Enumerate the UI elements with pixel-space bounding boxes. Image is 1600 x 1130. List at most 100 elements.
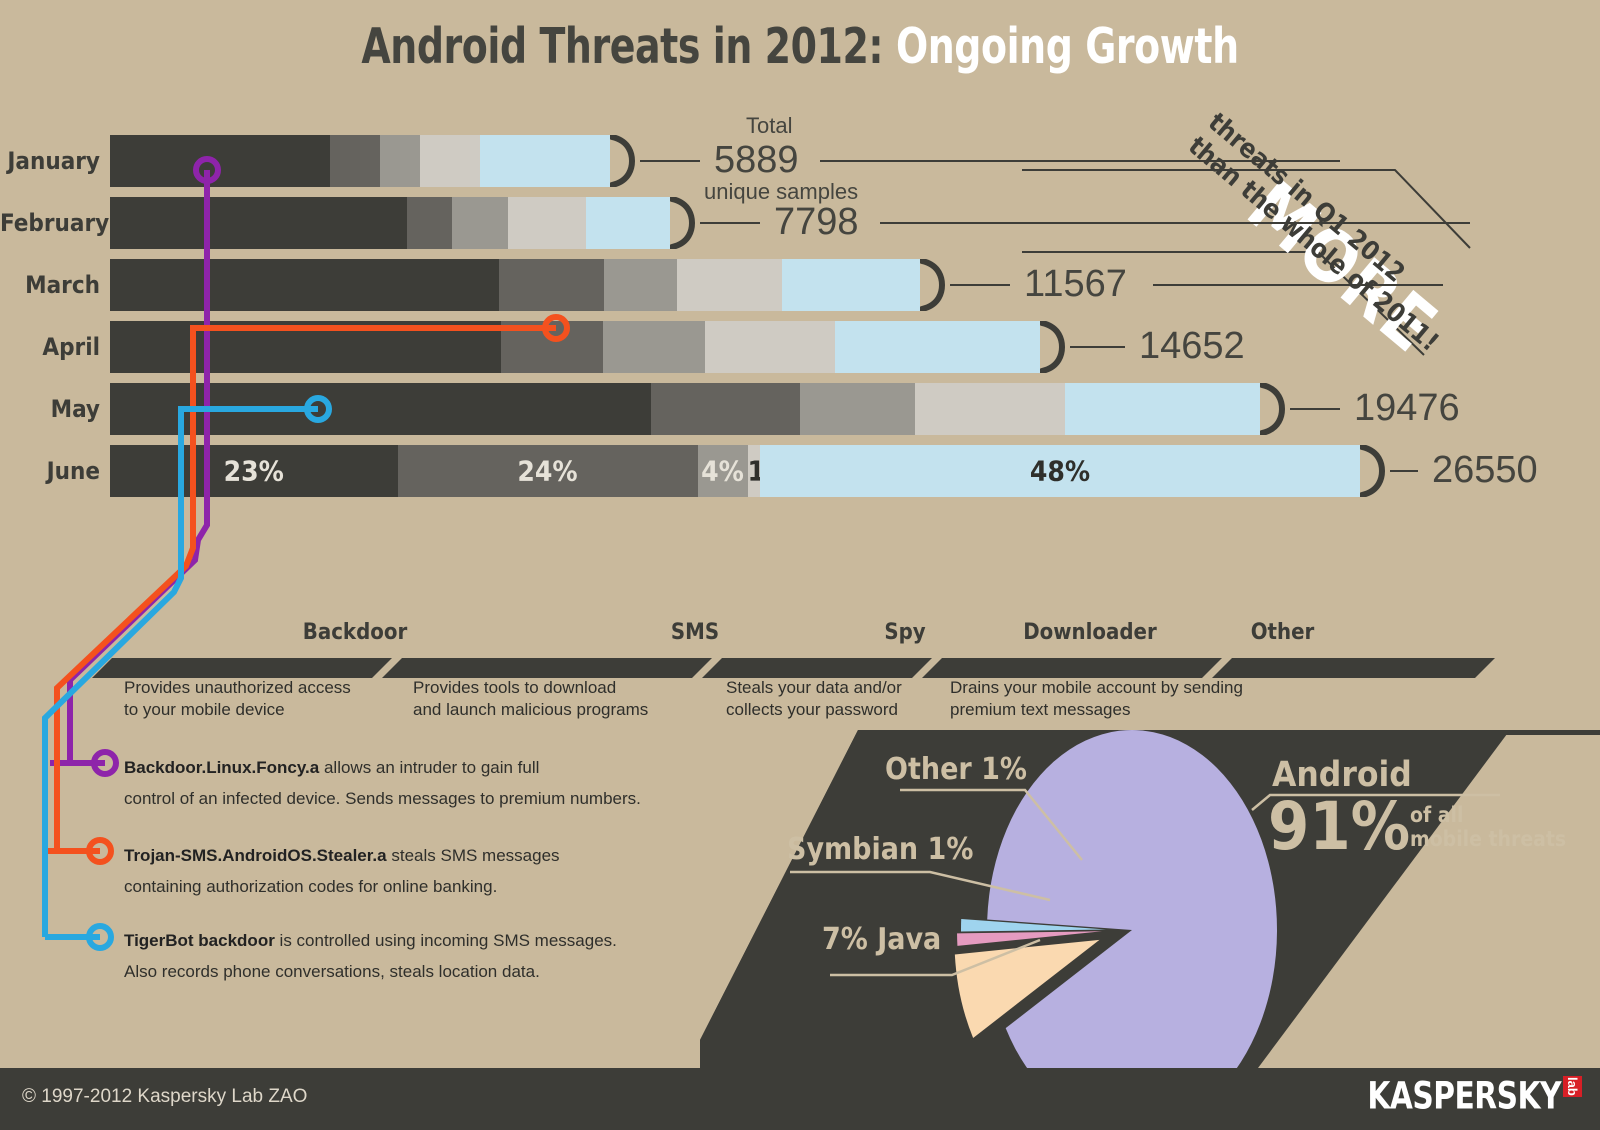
stacked-bar <box>110 383 1260 435</box>
brace-dash <box>1290 408 1340 410</box>
bar-segment-spy <box>451 197 508 249</box>
stacked-bar <box>110 135 610 187</box>
stacked-bar <box>110 197 670 249</box>
bar-segment-downloader <box>705 321 836 373</box>
pie-label-symbian: Symbian 1% <box>787 832 974 867</box>
bar-segment-backdoor <box>110 197 407 249</box>
month-label: April <box>42 333 100 361</box>
month-label: February <box>0 209 110 237</box>
bar-total-value: 19476 <box>1354 387 1460 429</box>
bar-segment-downloader <box>507 197 586 249</box>
desc-spy-line2: collects your password <box>726 699 898 719</box>
segment-percent-label: 24% <box>517 454 578 488</box>
bar-segment-spy <box>604 259 677 311</box>
bar-segment-other <box>585 197 670 249</box>
threat-name: Trojan-SMS.AndroidOS.Stealer.a <box>124 846 387 865</box>
desc-spy-line1: Steals your data and/or <box>726 678 902 697</box>
segment-percent-label: 48% <box>1029 454 1091 488</box>
threat-rest1: is controlled using incoming SMS message… <box>274 931 617 950</box>
threat-marker-stealer <box>86 837 114 865</box>
kaspersky-lab-badge: lab <box>1563 1076 1582 1097</box>
bar-segment-backdoor <box>110 383 651 435</box>
stacked-bar <box>110 321 1040 373</box>
threat-name: Backdoor.Linux.Foncy.a <box>124 758 320 777</box>
footer: © 1997-2012 Kaspersky Lab ZAO KASPERSKY l… <box>0 1068 1600 1130</box>
desc-downloader-line2: premium text messages <box>950 699 1131 719</box>
desc-sms: Provides tools to download and launch ma… <box>413 677 648 721</box>
threat-item: Trojan-SMS.AndroidOS.Stealer.a steals SM… <box>124 840 684 903</box>
bar-segment-downloader <box>915 383 1065 435</box>
threat-name: TigerBot backdoor <box>124 931 275 950</box>
total-caption-bottom: unique samples <box>704 179 859 204</box>
pie-label-java: 7% Java <box>822 922 942 957</box>
bar-segment-downloader <box>420 135 480 187</box>
stacked-bar <box>110 259 920 311</box>
callout-connector-dash <box>880 222 1470 224</box>
threat-rest2: control of an infected device. Sends mes… <box>124 789 641 809</box>
kaspersky-wordmark: KASPERSKY <box>1367 1073 1561 1118</box>
bar-segment-other <box>480 135 610 187</box>
pie-label-other: Other 1% <box>885 752 1027 787</box>
pie-slice-symbian <box>957 931 1103 946</box>
bar-segment-other <box>835 321 1040 373</box>
category-label-downloader: Downloader <box>1023 620 1157 645</box>
segment-percent-label: 4% <box>701 454 744 488</box>
desc-sms-line1: Provides tools to download <box>413 678 617 697</box>
stacked-bar: 23% 24% 4%1% 48% <box>110 445 1360 497</box>
month-label: March <box>25 271 100 299</box>
desc-downloader-line1: Drains your mobile account by sending <box>950 678 1243 697</box>
pie-android-caption: of all mobile threats <box>1410 803 1566 851</box>
threat-rest1: allows an intruder to gain full <box>319 758 540 777</box>
threat-item: TigerBot backdoor is controlled using in… <box>124 925 684 988</box>
bar-segment-sms <box>330 135 380 187</box>
brace-dash <box>950 284 1010 286</box>
category-label-sms: SMS <box>670 620 720 645</box>
brace-dash <box>1070 346 1125 348</box>
bar-total-value: 14652 <box>1139 325 1245 367</box>
stacked-bar-chart: 5889 Total unique samples 7798 11567 14652 194… <box>110 113 1538 502</box>
bar-segment-backdoor <box>110 259 499 311</box>
bar-segment-other: 48% <box>760 445 1360 497</box>
month-axis: January February March April May June <box>0 130 110 502</box>
pie-slice-other <box>961 918 1107 932</box>
bar-brace <box>610 135 636 187</box>
bar-row: 14652 <box>110 316 1410 378</box>
bar-row: 7798 <box>110 192 1470 254</box>
pie-android-caption-line1: of all <box>1410 803 1464 827</box>
bar-segment-backdoor <box>110 135 330 187</box>
pie-android-caption-line2: mobile threats <box>1410 827 1567 852</box>
bar-row: 19476 <box>110 378 1460 440</box>
threat-marker-tigerbot <box>86 923 114 951</box>
desc-backdoor-line1: Provides unauthorized access <box>124 678 351 697</box>
bar-segment-spy <box>380 135 420 187</box>
desc-backdoor: Provides unauthorized access to your mob… <box>124 677 351 721</box>
page-title-main: Android Threats in 2012: <box>361 18 884 75</box>
bar-segment-sms: 24% <box>397 445 698 497</box>
bar-segment-sms <box>406 197 452 249</box>
pie-leader-symbian <box>790 870 1051 902</box>
category-label-other: Other <box>1250 620 1315 645</box>
threat-marker-foncy <box>91 749 119 777</box>
brace-dash <box>1390 470 1418 472</box>
bar-brace <box>1040 321 1066 373</box>
bar-segment-sms <box>500 321 603 373</box>
bar-brace <box>920 259 946 311</box>
brace-dash <box>640 160 700 162</box>
month-label: May <box>50 395 100 423</box>
bar-segment-spy: 4% <box>697 445 748 497</box>
desc-sms-line2: and launch malicious programs <box>413 699 649 719</box>
bar-segment-backdoor: 23% <box>110 445 398 497</box>
bar-segment-backdoor <box>110 321 501 373</box>
kaspersky-logo: KASPERSKY lab <box>1367 1073 1582 1118</box>
bar-segment-other <box>782 259 920 311</box>
category-label-backdoor: Backdoor <box>302 620 408 645</box>
total-caption-top: Total <box>746 113 793 138</box>
brace-dash <box>700 222 760 224</box>
page-title: Android Threats in 2012: Ongoing Growth <box>112 18 1488 75</box>
threat-rest2: containing authorization codes for onlin… <box>124 877 498 897</box>
threat-item: Backdoor.Linux.Foncy.a allows an intrude… <box>124 752 684 815</box>
threat-rest1: steals SMS messages <box>386 846 560 865</box>
category-label-spy: Spy <box>884 620 926 645</box>
pie-slice-java <box>954 939 1100 1039</box>
bar-total-value: 11567 <box>1024 263 1127 305</box>
